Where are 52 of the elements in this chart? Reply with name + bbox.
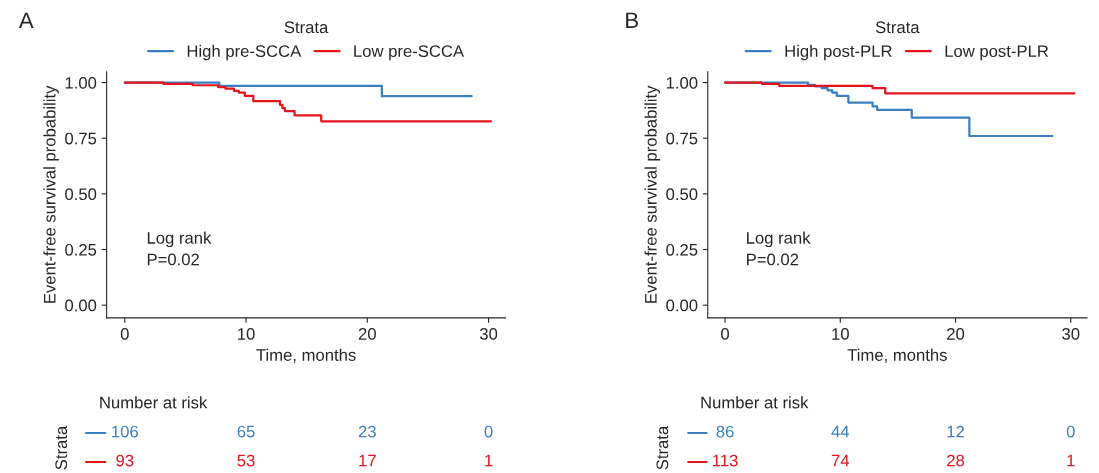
text: 44	[831, 425, 850, 438]
y-tick-label: 0.50	[65, 188, 97, 201]
annotation: Log rank P=0.02	[747, 231, 811, 266]
y-tick-label: 1.00	[666, 76, 698, 89]
text: 0	[1066, 425, 1075, 438]
text: 12	[947, 425, 964, 438]
text: 86	[716, 425, 734, 438]
x-tick-label: 20	[947, 328, 965, 340]
chart-title: A	[18, 12, 34, 28]
legend-label: Low post-PLR	[945, 45, 1049, 61]
text: 106	[112, 425, 138, 438]
y-tick-label: 0.75	[65, 132, 97, 145]
text: 0	[484, 425, 493, 438]
text: 65	[237, 425, 255, 438]
y-tick-label: 0.75	[666, 132, 698, 145]
legend-label: High pre-SCCA	[187, 44, 302, 61]
y-tick-label: 0.25	[666, 243, 698, 256]
x-tick-label: 0	[120, 328, 129, 340]
legend-title: Strata	[284, 21, 329, 34]
y-tick-label: 0.00	[65, 299, 97, 312]
text: 93	[116, 454, 134, 467]
chart-title: B	[626, 12, 638, 28]
text: 74	[831, 454, 850, 467]
y-tick-label: 0.00	[666, 299, 698, 312]
text: 28	[947, 454, 965, 467]
text: 23	[358, 425, 376, 438]
x-axis-title: Time, months	[847, 348, 947, 363]
x-tick-label: 10	[832, 328, 849, 340]
y-axis-title: Event-free survival probability	[43, 85, 59, 303]
legend-label: Low pre-SCCA	[354, 45, 465, 61]
x-tick-label: 30	[479, 328, 498, 340]
text: 1	[1067, 454, 1075, 467]
y-axis-title: Event-free survival probability	[644, 85, 661, 303]
text: Number at risk	[100, 396, 208, 409]
x-tick-label: 30	[1062, 328, 1080, 340]
x-tick-label: 20	[358, 328, 376, 340]
x-tick-label: 10	[238, 328, 255, 340]
y-tick-label: 0.50	[666, 188, 698, 201]
text: 17	[359, 454, 376, 467]
text: 1	[485, 454, 493, 467]
annotation: Log rank P=0.02	[147, 231, 212, 266]
y-tick-label: 1.00	[65, 76, 97, 89]
text: Strata	[55, 425, 68, 470]
legend-label: High post-PLR	[785, 44, 892, 61]
text: 113	[713, 454, 738, 467]
text: 53	[237, 454, 255, 467]
legend-title: Strata	[875, 21, 920, 34]
y-tick-label: 0.25	[65, 243, 97, 256]
text: Strata	[656, 425, 669, 470]
text: Number at risk	[701, 396, 809, 409]
x-axis-title: Time, months	[256, 348, 356, 363]
x-tick-label: 0	[721, 328, 730, 340]
